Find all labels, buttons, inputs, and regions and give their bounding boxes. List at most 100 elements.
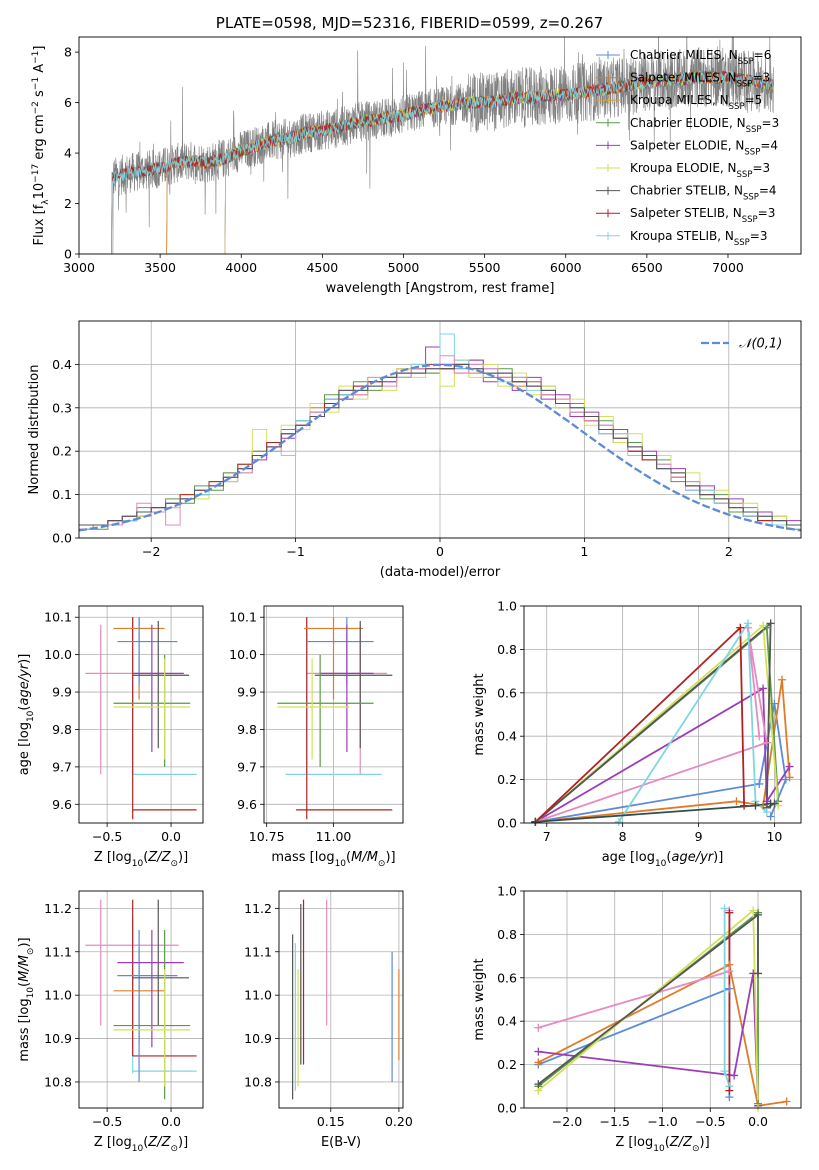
point-marker	[762, 738, 771, 747]
x-tick-label: 0.0	[161, 829, 181, 844]
point-marker	[759, 621, 768, 630]
y-tick-label: 4	[64, 146, 72, 161]
legend-label: Kroupa STELIB, NSSP=3	[630, 229, 768, 248]
y-tick-label: 0.0	[52, 531, 72, 546]
x-tick-label: 0.20	[385, 1114, 413, 1129]
y-tick-label: 0.0	[497, 1101, 517, 1116]
x-tick-label: 1	[580, 544, 588, 559]
panel-mass-vs-EBV: 0.15 0.20 10.8 10.9 11.0 11.1 11.2 E(B-V)	[244, 890, 413, 1150]
y-tick-label: 0.1	[52, 487, 72, 502]
histogram-step	[79, 363, 801, 526]
legend-label: Chabrier ELODIE, NSSP=3	[630, 116, 779, 135]
point-marker	[725, 984, 734, 993]
axes-frame	[78, 605, 204, 824]
figure-title: PLATE=0598, MJD=52316, FIBERID=0599, z=0…	[216, 14, 603, 32]
x-tick-label: 5000	[388, 260, 420, 275]
point-marker	[766, 799, 775, 808]
point-marker	[762, 808, 771, 817]
mass-weight-line	[535, 802, 771, 823]
point-marker	[736, 623, 745, 632]
y-tick-label: 0.4	[497, 1014, 517, 1029]
x-tick-label: 10	[766, 829, 782, 844]
x-axis-label: Z [log10(Z/Z⊙)]	[94, 850, 188, 869]
y-tick-label: 1.0	[497, 599, 517, 614]
point-marker	[725, 1086, 734, 1095]
axes-frame	[78, 36, 802, 255]
y-tick-label: 0.6	[497, 970, 517, 985]
axes-frame	[278, 890, 404, 1109]
y-tick-label: 9.8	[237, 722, 257, 737]
point-marker	[720, 1067, 729, 1076]
point-marker	[770, 699, 779, 708]
x-tick-label: −0.5	[92, 1114, 122, 1129]
point-marker	[725, 967, 734, 976]
y-tick-label: 10.0	[44, 647, 72, 662]
model-spectrum-line	[111, 70, 774, 254]
plot-area	[264, 606, 403, 823]
axes-frame	[78, 890, 204, 1109]
panel-age-vs-mass: 10.75 11.00 9.6 9.7 9.8 9.9 10.0 10.1 mass [log1…	[229, 605, 404, 869]
plot-area	[111, 37, 774, 254]
point-marker	[534, 1080, 543, 1089]
x-tick-label: −1	[286, 544, 304, 559]
y-axis-label: mass weight	[472, 673, 487, 755]
y-tick-label: 11.1	[244, 944, 272, 959]
panel-mass-vs-Z: −0.5 0.0 10.8 10.9 11.0 11.1 11.2 Z [log10(Z/Z⊙…	[17, 890, 204, 1154]
axes-frame	[263, 605, 404, 824]
y-tick-label: 0.2	[52, 444, 72, 459]
point-marker	[743, 619, 752, 628]
mass-weight-line	[618, 620, 768, 823]
y-tick-label: 9.7	[237, 759, 257, 774]
y-tick-label: 10.1	[44, 610, 72, 625]
mass-weight-line	[535, 703, 787, 823]
y-tick-label: 6	[64, 95, 72, 110]
y-tick-label: 9.6	[237, 797, 257, 812]
y-tick-label: 9.9	[237, 685, 257, 700]
y-tick-label: 11.2	[244, 901, 272, 916]
legend-label: Salpeter STELIB, NSSP=3	[630, 206, 775, 225]
legend-label: Salpeter MILES, NSSP=3	[630, 71, 770, 90]
x-tick-label: 6500	[631, 260, 663, 275]
legend-label: Chabrier MILES, NSSP=6	[630, 48, 771, 67]
x-tick-label: 4500	[306, 260, 338, 275]
y-tick-label: 9.9	[52, 685, 72, 700]
data-spectrum	[111, 37, 774, 254]
axes-frame	[523, 890, 802, 1109]
legend-label: Kroupa ELODIE, NSSP=3	[630, 161, 770, 180]
x-tick-label: 3000	[63, 260, 95, 275]
plot-area	[79, 321, 801, 538]
y-tick-label: 8	[64, 45, 72, 60]
panel-age-vs-Z: −0.5 0.0 9.6 9.7 9.8 9.9 10.0 10.1 Z [log10(Z/Z⊙…	[17, 605, 204, 869]
x-axis-label: (data-model)/error	[380, 565, 501, 580]
plot-area	[79, 891, 203, 1108]
y-tick-label: 11.1	[44, 944, 72, 959]
plot-area	[524, 606, 801, 823]
y-tick-label: 0.2	[497, 1057, 517, 1072]
point-marker	[534, 1058, 543, 1067]
point-marker	[785, 762, 794, 771]
point-marker	[751, 801, 760, 810]
y-axis-label: mass [log10(M/M⊙)]	[17, 937, 36, 1061]
x-tick-label: 0.0	[161, 1114, 181, 1129]
legend-label: Kroupa MILES, NSSP=5	[630, 93, 762, 112]
x-axis-label: Z [log10(Z/Z⊙)]	[94, 1135, 188, 1154]
point-marker	[755, 732, 764, 741]
x-tick-label: 9	[695, 829, 703, 844]
x-axis-label: mass [log10(M/M⊙)]	[271, 850, 395, 869]
y-tick-label: 1.0	[497, 884, 517, 899]
x-axis-label: age [log10(age/yr)]	[602, 850, 724, 869]
y-tick-label: 0	[64, 247, 72, 262]
mass-weight-line	[534, 625, 745, 823]
panel-residuals: −2 −1 0 1 2 0.0 0.1 0.2 0.3 0.4 (data-model)/error…	[27, 320, 802, 580]
x-tick-label: 10.75	[249, 829, 285, 844]
legend-label: Chabrier STELIB, NSSP=4	[630, 184, 777, 203]
y-tick-label: 9.6	[52, 797, 72, 812]
x-tick-label: −0.5	[92, 829, 122, 844]
point-marker	[531, 817, 540, 826]
x-axis-label: Z [log10(Z/Z⊙)]	[615, 1135, 709, 1154]
x-tick-label: 3500	[144, 260, 176, 275]
point-marker	[766, 619, 775, 628]
y-tick-label: 10.1	[229, 610, 257, 625]
x-tick-label: 7	[543, 829, 551, 844]
